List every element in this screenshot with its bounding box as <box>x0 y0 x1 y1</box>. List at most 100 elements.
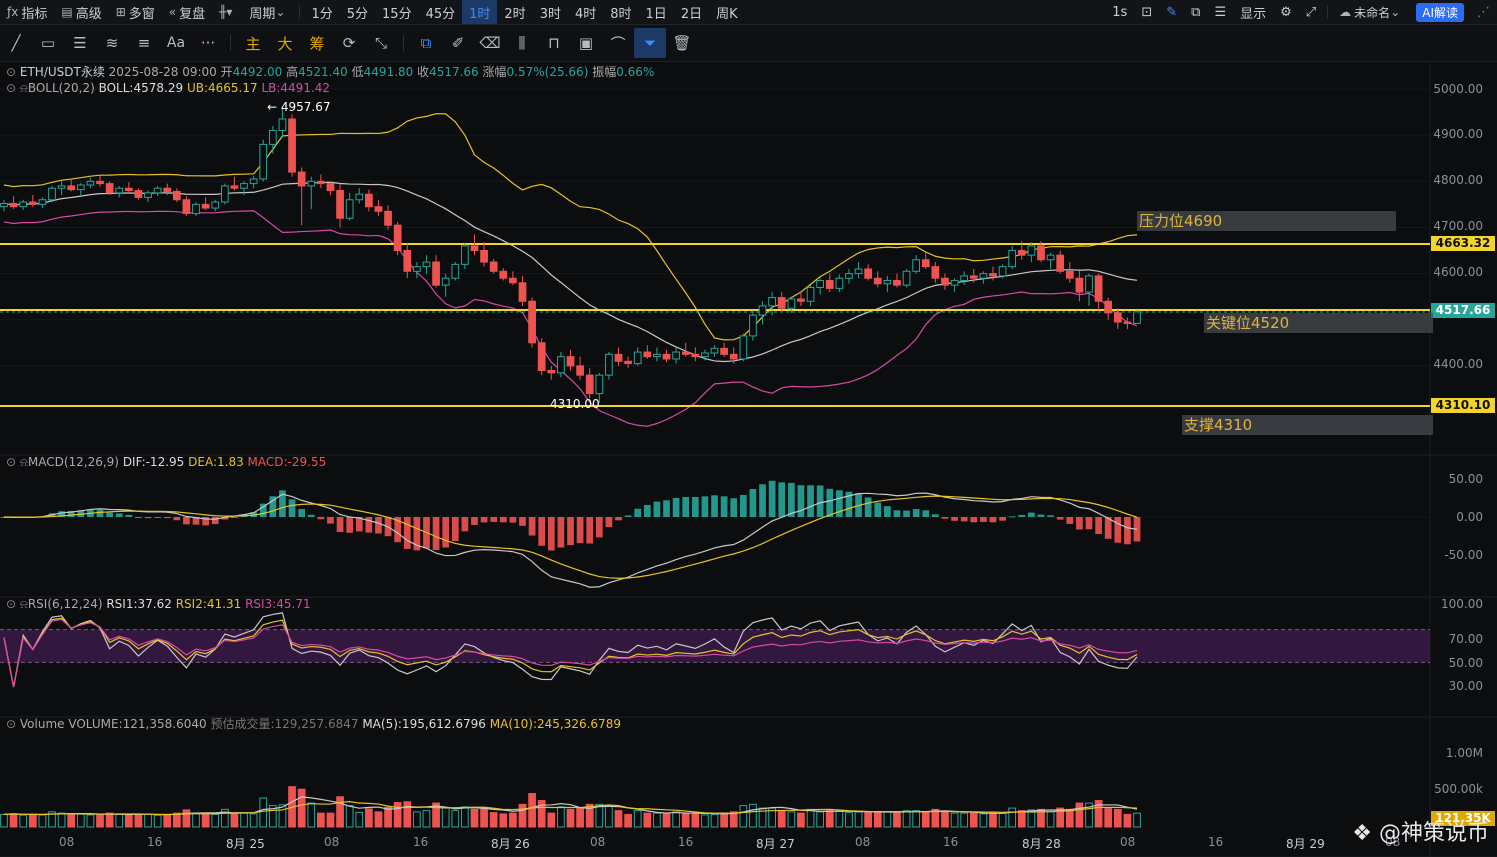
volume-bar <box>489 812 498 828</box>
timeframe-tab[interactable]: 45分 <box>425 6 456 22</box>
trendline-tool-icon[interactable]: ╱ <box>11 34 21 52</box>
timeframe-tab[interactable]: 4时 <box>574 6 597 22</box>
candle-body <box>787 298 796 309</box>
volume-bar <box>845 812 853 828</box>
filter-icon[interactable]: ⏷ <box>634 28 666 58</box>
macd-histogram-bar <box>211 517 219 525</box>
fullscreen-icon[interactable]: ⤢ <box>1305 4 1317 20</box>
hlines-tool-icon[interactable]: ☰ <box>73 34 87 52</box>
volume-bar <box>259 797 268 828</box>
macd-histogram-bar <box>336 517 344 533</box>
bell-icon[interactable]: ⍾ <box>19 597 28 611</box>
support-annotation[interactable]: 支撑4310 <box>1182 415 1433 435</box>
volume-bar <box>509 812 517 828</box>
macd-dif: DIF:-12.95 <box>122 455 185 469</box>
candle-body <box>585 374 594 395</box>
price-axis-label: 5000.00 <box>1433 82 1483 96</box>
timeframe-tab[interactable]: 3时 <box>539 6 561 22</box>
big-order-button[interactable]: 大 <box>277 34 293 53</box>
lock-icon[interactable]: ⊓ <box>548 34 560 52</box>
macd-histogram-bar <box>787 482 795 517</box>
brush-icon[interactable]: ✐ <box>451 34 465 52</box>
settings-icon[interactable]: ⚙ <box>1280 4 1292 20</box>
wave-tool-icon[interactable]: ≋ <box>105 34 119 52</box>
volume-bar <box>720 812 728 828</box>
camera-icon[interactable]: ⊡ <box>1141 4 1153 20</box>
magnet-icon[interactable]: ⌒ <box>610 34 626 53</box>
trash-icon[interactable]: 🗑 <box>672 34 692 52</box>
popout-icon[interactable]: ⧉ <box>1191 4 1201 20</box>
chart-style-button[interactable]: ╫▾ <box>212 0 242 24</box>
copy-icon[interactable]: ⧉ <box>420 34 432 52</box>
indicator-button[interactable]: ƒx 指标 <box>7 5 48 22</box>
fib-tool-icon[interactable]: ≡ <box>137 34 151 52</box>
macd-histogram-bar <box>327 517 334 524</box>
main-force-button[interactable]: 主 <box>245 34 261 53</box>
note-icon[interactable]: ▣ <box>578 34 594 52</box>
key-level-annotation[interactable]: 关键位4520 <box>1204 313 1433 333</box>
timeframe-tab[interactable]: 1时 <box>462 0 498 24</box>
collapse-icon[interactable]: ⊙ <box>6 455 17 469</box>
candle-body <box>86 180 95 186</box>
timeframe-tab[interactable]: 5分 <box>346 6 369 22</box>
more-tools-button[interactable]: ··· <box>200 34 216 52</box>
macd-histogram-bar <box>605 517 613 528</box>
volume-bar <box>1133 812 1141 828</box>
pen-icon[interactable]: ✎ <box>1166 4 1178 20</box>
display-button[interactable]: 显示 <box>1240 6 1267 22</box>
chip-button[interactable]: 筹 <box>309 34 325 53</box>
close-value: 4517.66 <box>429 65 479 79</box>
high-value: 4521.40 <box>298 65 348 79</box>
resistance-annotation[interactable]: 压力位4690 <box>1137 211 1396 231</box>
candle-body <box>1085 275 1093 293</box>
collapse-icon[interactable]: ⊙ <box>6 597 17 611</box>
multiwindow-button[interactable]: ⊞ 多窗 <box>115 5 155 22</box>
macd-histogram-bar <box>1114 517 1122 543</box>
volume-bar <box>1094 800 1103 828</box>
bell-icon[interactable]: ⍾ <box>19 455 28 469</box>
timeframe-tab[interactable]: 周K <box>716 6 738 22</box>
list-icon[interactable]: ☰ <box>1214 4 1227 20</box>
collapse-icon[interactable]: ⊙ <box>6 81 17 95</box>
volume-bar <box>96 814 104 828</box>
time-axis-label: 16 <box>413 835 429 849</box>
replay-button[interactable]: «复盘 <box>168 5 206 22</box>
bars-icon[interactable]: ⫼ <box>518 34 526 52</box>
timeframe-tab[interactable]: 2时 <box>504 6 526 22</box>
interval-selector[interactable]: 1s <box>1112 4 1128 20</box>
divider <box>403 35 404 51</box>
text-tool[interactable]: Aa <box>166 35 186 51</box>
timeframe-tab[interactable]: 1日 <box>645 6 667 22</box>
eraser-icon[interactable]: ⌫ <box>479 34 501 52</box>
timeframe-tab[interactable]: 2日 <box>680 6 703 22</box>
macd-histogram-bar <box>653 501 661 517</box>
candle-body <box>624 360 632 365</box>
macd-histogram-bar <box>595 517 603 538</box>
kline-chart[interactable] <box>0 62 1497 857</box>
timeframe-tab[interactable]: 15分 <box>382 6 412 22</box>
ai-interpret-button[interactable]: AI解读 <box>1416 2 1464 22</box>
volume-bar <box>729 811 738 828</box>
volume-bar <box>57 812 66 828</box>
collapse-icon[interactable]: ⊙ <box>6 717 17 731</box>
layout-dropdown[interactable]: ☁ 未命名 ⌄ <box>1339 5 1401 20</box>
rsi1-line <box>3 612 1138 688</box>
measure-icon[interactable]: ⤡ <box>374 34 387 52</box>
timeframe-tab[interactable]: 8时 <box>610 6 632 22</box>
macd-histogram-bar <box>586 517 594 544</box>
share-icon[interactable]: ⋰ <box>1477 4 1490 20</box>
volume-bar <box>480 806 488 828</box>
volume-bar <box>605 805 613 828</box>
sync-icon[interactable]: ⟳ <box>342 34 356 52</box>
candle-body <box>115 187 124 194</box>
advanced-button[interactable]: ▤ 高级 <box>61 5 102 22</box>
macd-histogram-bar <box>701 496 709 517</box>
rectangle-tool-icon[interactable]: ▭ <box>40 34 56 52</box>
volume-bar <box>422 810 431 828</box>
period-dropdown[interactable]: 周期 ⌄ <box>249 5 286 22</box>
rsi-band <box>0 629 1430 663</box>
timeframe-tab[interactable]: 1分 <box>311 6 333 22</box>
collapse-icon[interactable]: ⊙ <box>6 65 17 79</box>
macd-histogram-bar <box>624 515 632 517</box>
bell-icon[interactable]: ⍾ <box>19 81 28 95</box>
